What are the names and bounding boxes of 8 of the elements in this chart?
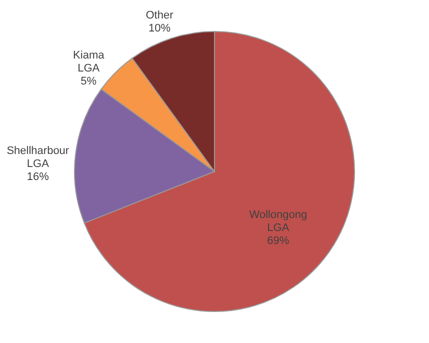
slice-label: Other: [146, 10, 174, 22]
data-label: 10%: [148, 22, 171, 35]
data-label: 69%: [267, 234, 290, 247]
slice-label: Kiama LGA: [73, 50, 106, 75]
slice-label: Wollongong LGA: [249, 208, 308, 234]
data-label: 16%: [26, 170, 50, 183]
data-label: 5%: [80, 76, 97, 88]
slice-label: Shellharbour LGA: [6, 144, 70, 170]
